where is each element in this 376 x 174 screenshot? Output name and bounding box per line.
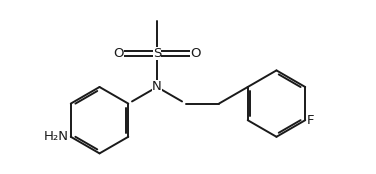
Text: O: O	[113, 47, 124, 60]
Text: H₂N: H₂N	[44, 130, 69, 143]
Text: S: S	[153, 47, 161, 60]
Text: O: O	[190, 47, 201, 60]
Text: N: N	[152, 81, 162, 93]
Text: F: F	[307, 114, 314, 127]
